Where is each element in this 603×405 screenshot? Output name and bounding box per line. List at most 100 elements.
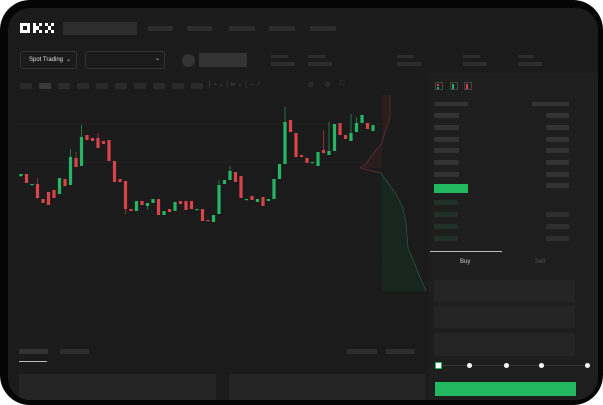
market-selector[interactable]: Spot Trading ⌄ xyxy=(20,51,77,69)
ask-price xyxy=(434,113,459,118)
camera-icon[interactable]: ◎ xyxy=(308,82,314,88)
candle-up xyxy=(134,201,139,211)
ask-price xyxy=(434,137,459,142)
market-selector-label: Spot Trading xyxy=(29,57,64,63)
candle-up xyxy=(211,215,216,222)
candle-down xyxy=(250,196,254,200)
stat-value xyxy=(308,62,332,66)
bottom-action[interactable] xyxy=(347,349,377,354)
tab-buy[interactable]: Buy xyxy=(460,259,471,265)
ask-amount xyxy=(546,113,569,118)
candle-up xyxy=(360,115,364,123)
depth-asks-area xyxy=(360,95,390,168)
slider-mark[interactable] xyxy=(466,363,472,368)
timeframe-button[interactable] xyxy=(191,83,203,89)
timeframe-button[interactable] xyxy=(77,83,89,89)
candle-down xyxy=(35,184,40,198)
settings-icon[interactable]: ◎ xyxy=(325,82,331,88)
tab-open-orders[interactable] xyxy=(19,349,48,354)
pair-price xyxy=(199,53,247,67)
candle-up xyxy=(68,157,73,185)
okx-logo[interactable] xyxy=(20,22,57,34)
pair-dropdown[interactable]: ⌄ xyxy=(85,51,165,69)
candle-down xyxy=(96,138,100,148)
depth-chart xyxy=(359,95,427,292)
indicator-icons: │ ⌁ ⌄ │ ⊳ ⌄ │ ∼ ⟋ xyxy=(208,82,261,88)
timeframe-button[interactable] xyxy=(96,83,108,89)
candle-up xyxy=(30,184,34,186)
candle-down xyxy=(63,179,67,186)
ask-amount xyxy=(546,160,569,165)
candle-down xyxy=(123,181,128,209)
candle-down xyxy=(299,155,304,157)
coin-icon xyxy=(182,54,195,67)
candle-up xyxy=(316,152,320,166)
candle-up xyxy=(57,178,62,194)
timeframe-button[interactable] xyxy=(20,83,32,89)
timeframe-button[interactable] xyxy=(134,83,146,89)
candle-down xyxy=(184,201,188,210)
candle-down xyxy=(365,123,370,129)
candle-down xyxy=(52,190,56,198)
slider-mark[interactable] xyxy=(538,363,544,368)
candle-up xyxy=(244,199,249,201)
candle-up xyxy=(145,203,150,206)
last-price xyxy=(434,184,468,193)
candlestick-chart[interactable] xyxy=(8,8,428,258)
fullscreen-icon[interactable]: ⛶ xyxy=(340,81,345,87)
candle-up xyxy=(151,199,155,203)
timeframe-button[interactable] xyxy=(115,83,127,89)
ask-amount xyxy=(546,148,569,153)
total-input[interactable] xyxy=(434,333,575,356)
candle-down xyxy=(156,199,161,215)
tab-sell[interactable]: Sell xyxy=(535,259,546,265)
amount-input[interactable] xyxy=(434,306,575,328)
order-book-header xyxy=(434,102,468,106)
candle-up xyxy=(162,211,166,215)
slider-handle[interactable] xyxy=(435,362,442,369)
bottom-action[interactable] xyxy=(386,349,415,354)
book-bids-icon[interactable] xyxy=(450,82,458,90)
timeframe-button[interactable] xyxy=(172,83,184,89)
stat-value xyxy=(397,62,421,66)
candle-up xyxy=(19,174,23,176)
candle-down xyxy=(46,192,51,205)
depth-bids-line xyxy=(380,172,427,292)
timeframe-button[interactable] xyxy=(153,83,165,89)
timeframe-button[interactable] xyxy=(58,83,70,89)
candle-down xyxy=(74,158,78,167)
nav-item[interactable] xyxy=(229,26,255,31)
candle-down xyxy=(294,133,298,157)
slider-mark[interactable] xyxy=(584,363,590,368)
buy-button[interactable] xyxy=(435,382,576,396)
stat-label xyxy=(397,55,414,58)
candle-up xyxy=(173,202,177,211)
book-asks-icon[interactable] xyxy=(464,82,472,90)
search-bar[interactable] xyxy=(63,22,137,35)
ask-amount xyxy=(546,172,569,177)
candle-up xyxy=(277,164,282,179)
book-both-icon[interactable] xyxy=(435,82,443,90)
ask-price xyxy=(434,148,459,153)
price-input[interactable] xyxy=(434,280,575,302)
nav-item[interactable] xyxy=(148,26,173,31)
timeframe-button[interactable] xyxy=(39,83,51,89)
stat-value xyxy=(518,62,542,66)
candle-down xyxy=(305,158,309,163)
candle-up xyxy=(255,199,260,202)
amount-slider-track[interactable] xyxy=(438,365,588,366)
bid-amount xyxy=(546,224,569,229)
nav-item[interactable] xyxy=(187,26,212,31)
chevron-down-icon: ⌄ xyxy=(66,57,72,63)
nav-item[interactable] xyxy=(269,26,295,31)
candle-up xyxy=(222,180,227,184)
slider-mark[interactable] xyxy=(503,363,509,368)
nav-item[interactable] xyxy=(310,26,336,31)
candle-down xyxy=(321,150,326,153)
candle-down xyxy=(233,172,238,182)
ask-price xyxy=(434,125,459,130)
candle-down xyxy=(178,201,183,204)
tab-order-history[interactable] xyxy=(60,349,89,354)
candle-down xyxy=(261,197,265,206)
candle-down xyxy=(140,201,144,205)
